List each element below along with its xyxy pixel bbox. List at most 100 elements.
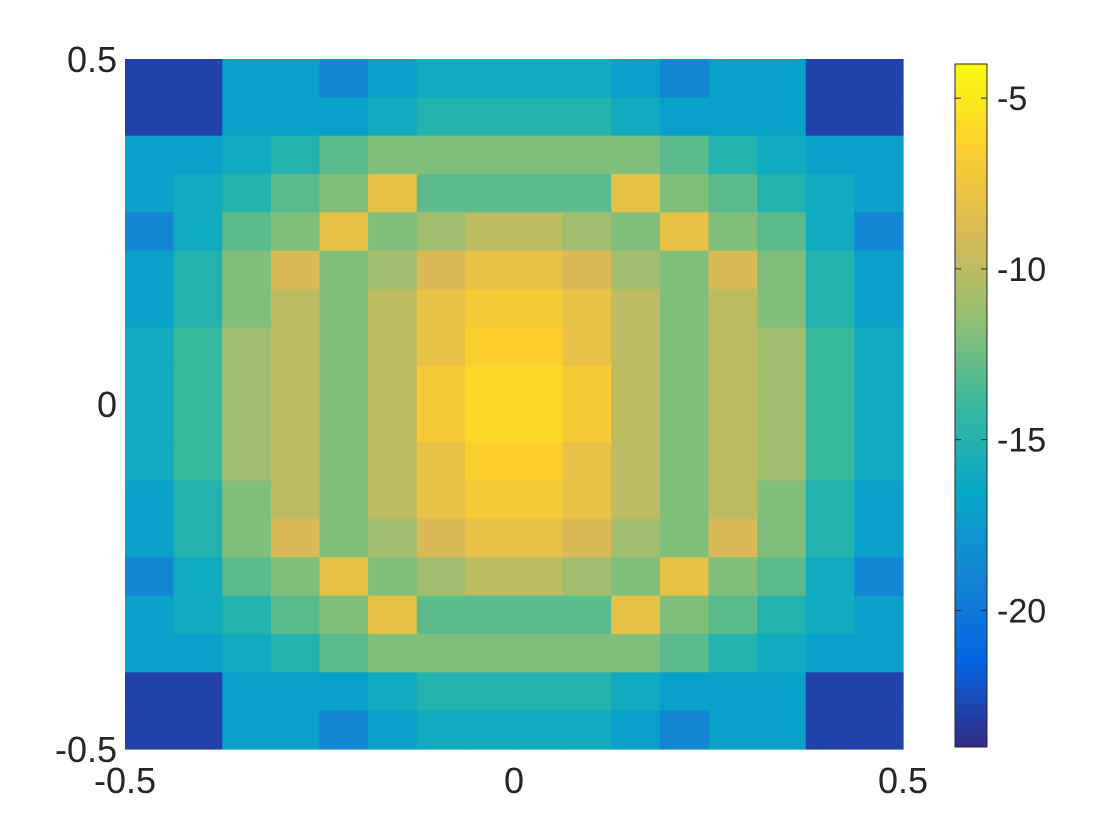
heatmap-cell — [659, 672, 710, 712]
heatmap-cell — [125, 212, 175, 252]
heatmap-cell — [611, 442, 661, 482]
heatmap-cell — [222, 135, 272, 175]
heatmap-cell — [465, 519, 515, 558]
heatmap-cell — [659, 212, 710, 252]
heatmap-cell — [659, 97, 710, 137]
heatmap-cell — [708, 212, 758, 252]
heatmap-cell — [319, 404, 369, 443]
heatmap-cell — [125, 557, 175, 597]
heatmap-cell — [854, 519, 904, 558]
heatmap-cell — [659, 595, 710, 635]
heatmap-cell — [319, 97, 369, 137]
heatmap-cell — [757, 633, 807, 673]
heatmap-cell — [125, 442, 175, 482]
heatmap-cell — [270, 404, 321, 443]
heatmap-cell — [465, 404, 515, 443]
heatmap-cell — [416, 212, 466, 252]
heatmap-cell — [514, 174, 564, 213]
heatmap-cell — [562, 365, 612, 405]
heatmap-cell — [854, 59, 904, 98]
heatmap-cell — [368, 365, 418, 405]
heatmap-cell — [319, 480, 369, 520]
heatmap-cell — [222, 480, 272, 520]
heatmap-cell — [173, 327, 223, 367]
x-tick-label: 0 — [504, 760, 524, 801]
heatmap-cell — [854, 480, 904, 520]
heatmap-cell — [368, 288, 418, 328]
heatmap-cell — [659, 404, 710, 443]
heatmap-cell — [173, 135, 223, 175]
heatmap-cell — [514, 404, 564, 443]
heatmap-cell — [562, 174, 612, 213]
plot-area — [125, 59, 904, 750]
heatmap-cell — [465, 135, 515, 175]
heatmap-cell — [659, 59, 710, 98]
heatmap-cell — [319, 250, 369, 290]
heatmap-cell — [708, 288, 758, 328]
heatmap-cell — [659, 288, 710, 328]
heatmap-cell — [319, 174, 369, 213]
heatmap-cell — [708, 250, 758, 290]
heatmap-cell — [805, 557, 855, 597]
heatmap-cell — [757, 442, 807, 482]
heatmap-cell — [173, 404, 223, 443]
heatmap-cell — [416, 480, 466, 520]
heatmap-cell — [465, 595, 515, 635]
heatmap-cell — [270, 97, 321, 137]
heatmap-cell — [416, 519, 466, 558]
x-tick-label: -0.5 — [94, 760, 156, 801]
heatmap-cell — [465, 174, 515, 213]
heatmap-cell — [659, 365, 710, 405]
heatmap-cell — [659, 480, 710, 520]
heatmap-cell — [368, 97, 418, 137]
heatmap-cell — [270, 135, 321, 175]
heatmap-cell — [270, 365, 321, 405]
heatmap-cell — [854, 97, 904, 137]
heatmap-cell — [708, 174, 758, 213]
heatmap-cell — [805, 404, 855, 443]
heatmap-cell — [125, 480, 175, 520]
x-tick-label: 0.5 — [878, 760, 928, 801]
heatmap-cell — [708, 519, 758, 558]
heatmap-cell — [222, 557, 272, 597]
heatmap-cell — [173, 59, 223, 98]
heatmap-cell — [465, 633, 515, 673]
heatmap-cell — [416, 327, 466, 367]
heatmap-cell — [368, 404, 418, 443]
heatmap-cell — [757, 288, 807, 328]
heatmap-cell — [222, 327, 272, 367]
heatmap-cell — [562, 288, 612, 328]
heatmap-cell — [173, 480, 223, 520]
heatmap-cell — [514, 250, 564, 290]
heatmap-cell — [562, 672, 612, 712]
heatmap-cell — [611, 327, 661, 367]
heatmap-cell — [416, 633, 466, 673]
heatmap-cell — [319, 710, 369, 750]
heatmap-cell — [854, 174, 904, 213]
heatmap-cell — [173, 250, 223, 290]
heatmap-cell — [854, 288, 904, 328]
heatmap-cell — [805, 365, 855, 405]
heatmap-cell — [416, 97, 466, 137]
heatmap-cell — [854, 442, 904, 482]
heatmap-cell — [173, 97, 223, 137]
heatmap-cell — [416, 250, 466, 290]
heatmap-cell — [465, 59, 515, 98]
heatmap-cell — [465, 557, 515, 597]
heatmap-cell — [805, 135, 855, 175]
heatmap-cell — [465, 442, 515, 482]
heatmap-cell — [611, 288, 661, 328]
heatmap-cell — [611, 557, 661, 597]
heatmap-cell — [514, 633, 564, 673]
heatmap-cell — [514, 365, 564, 405]
heatmap-cell — [319, 595, 369, 635]
heatmap-cell — [757, 480, 807, 520]
heatmap-cell — [757, 595, 807, 635]
heatmap-cell — [173, 710, 223, 750]
heatmap-cell — [514, 59, 564, 98]
heatmap-cell — [368, 442, 418, 482]
heatmap-cell — [416, 288, 466, 328]
heatmap-cell — [562, 595, 612, 635]
y-tick-label: 0.5 — [67, 39, 117, 80]
heatmap-cell — [659, 519, 710, 558]
